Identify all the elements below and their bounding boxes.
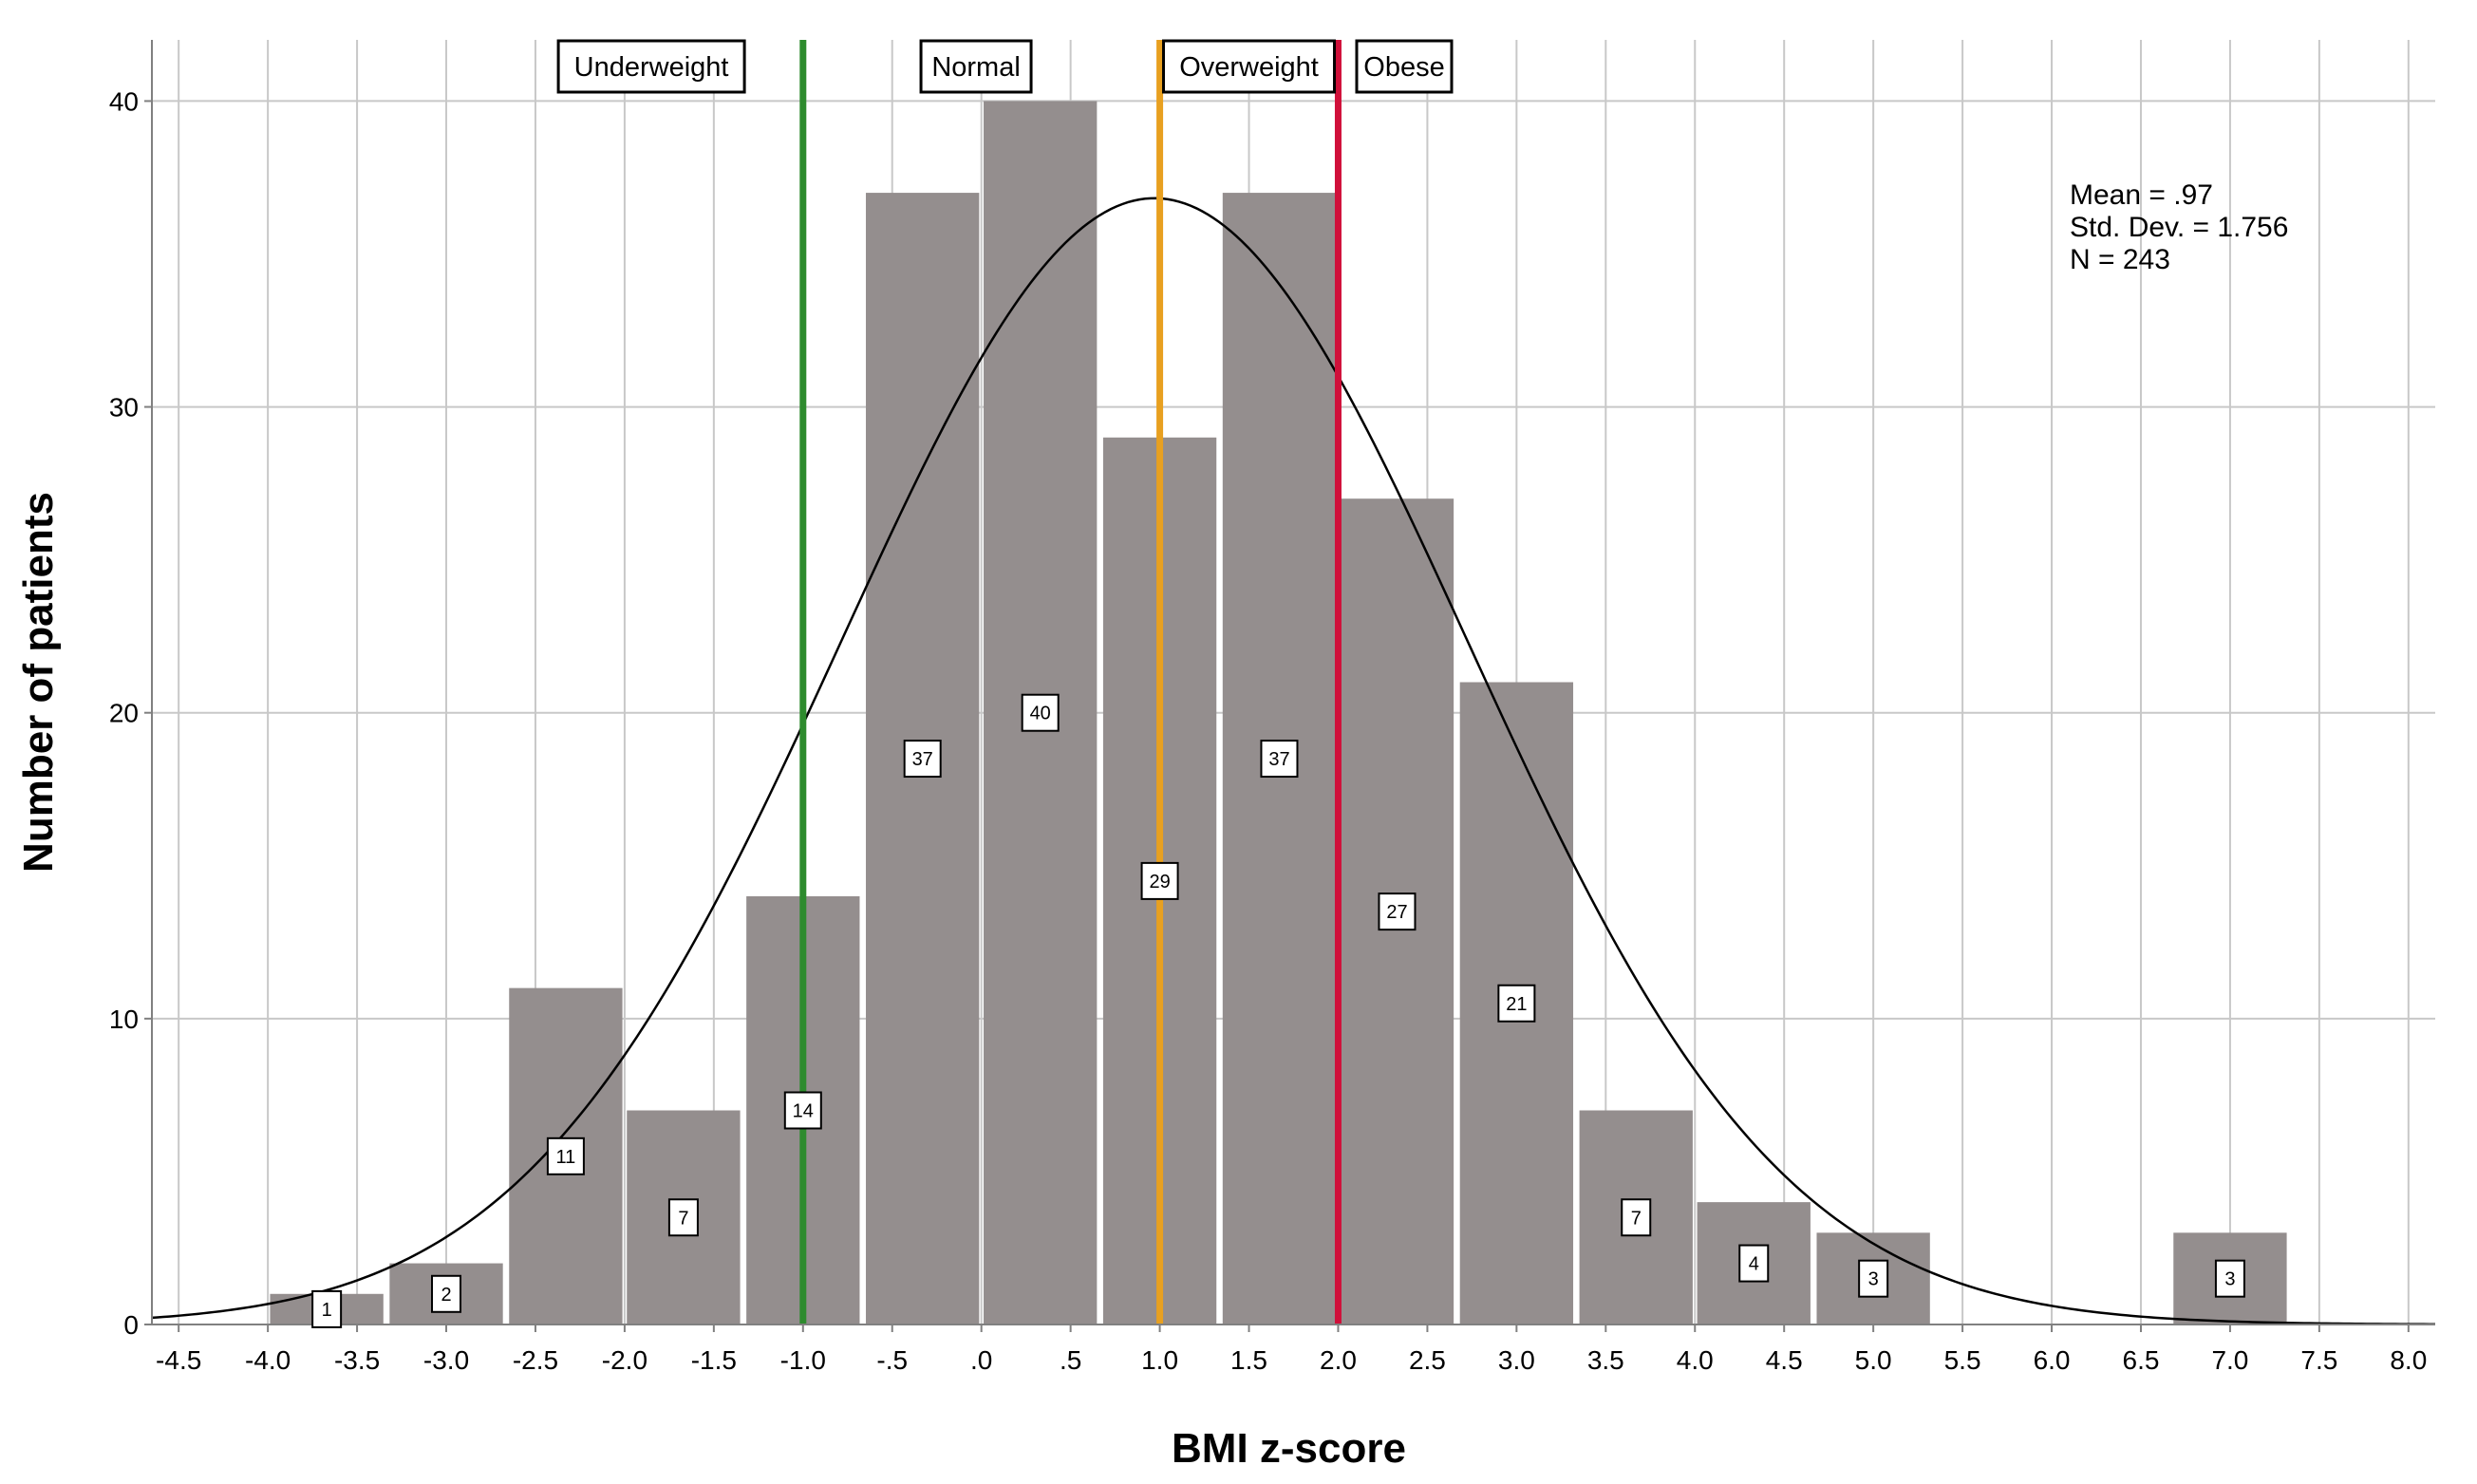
bar-count-label: 37 [1268,749,1289,770]
x-tick-label: -3.0 [423,1345,469,1375]
x-tick-label: 4.5 [1766,1345,1803,1375]
stats-line: Mean = .97 [2070,179,2213,211]
bar-count-label: 37 [912,749,933,770]
category-label-box [1162,39,1337,94]
bar-count-box [783,1091,822,1130]
y-tick-label: 10 [109,1005,139,1034]
bar-count-box [431,1274,462,1313]
category-label-box [919,39,1033,94]
category-label-box [1355,39,1454,94]
bar-count-label: 29 [1149,872,1170,892]
y-tick-label: 40 [109,86,139,116]
bar-count-label: 40 [1030,704,1051,724]
x-tick-label: 1.0 [1141,1345,1178,1375]
bar-count-label: 21 [1506,994,1527,1015]
y-tick-label: 20 [109,699,139,728]
x-tick-label: -3.5 [334,1345,380,1375]
x-tick-label: 6.5 [2123,1345,2160,1375]
x-tick-label: 7.5 [2300,1345,2337,1375]
x-tick-label: 6.0 [2034,1345,2071,1375]
x-tick-label: 4.0 [1677,1345,1714,1375]
x-tick-label: .5 [1060,1345,1081,1375]
x-tick-label: 1.5 [1230,1345,1267,1375]
x-tick-label: -1.0 [780,1345,826,1375]
category-label: Normal [931,52,1020,83]
category-label: Obese [1363,52,1444,83]
bar-count-label: 1 [322,1300,332,1321]
bar-count-label: 7 [678,1208,688,1229]
bar-count-label: 11 [556,1147,576,1168]
bar-count-box [667,1198,699,1237]
data-labels: 1 2 11 7 14 37 40 29 37 27 21 7 4 3 3 [311,693,2245,1328]
bar-count-label: 2 [441,1285,451,1306]
x-tick-label: 3.5 [1587,1345,1624,1375]
x-tick-label: 5.5 [1944,1345,1981,1375]
bar-count-box [1378,892,1417,931]
x-tick-label: 2.5 [1409,1345,1446,1375]
bar-count-box [2214,1259,2245,1298]
x-tick-label: 5.0 [1855,1345,1892,1375]
bar-count-label: 4 [1749,1254,1759,1275]
x-tick-label: -4.5 [156,1345,201,1375]
x-tick-label: .0 [970,1345,992,1375]
normal-curve-layer [151,197,2436,1325]
bar-count-label: 3 [2224,1269,2235,1290]
bar-count-box [1621,1198,1652,1237]
category-labels: Underweight Normal Overweight Obese [556,39,1454,94]
bar-count-box [1858,1259,1889,1298]
x-tick-label: 7.0 [2211,1345,2248,1375]
y-axis-title: Number of patients [15,492,62,873]
axes: -4.5 -4.0 -3.5 -3.0 -2.5 -2.0 -1.5 -1.0 -.5 .0 .5 1… [109,40,2435,1375]
bar-count-box [1497,984,1536,1023]
bar-count-box [311,1289,343,1328]
bar-count-label: 14 [793,1101,814,1122]
bar-count-box [1140,861,1179,900]
x-tick-label: 8.0 [2390,1345,2427,1375]
bar-count-box [1260,740,1299,779]
x-tick-label: -2.0 [602,1345,647,1375]
x-tick-label: 3.0 [1498,1345,1535,1375]
y-tick-label: 0 [123,1310,139,1340]
bar-count-box [546,1136,585,1175]
bar-count-label: 7 [1631,1208,1642,1229]
category-label: Overweight [1179,52,1319,83]
x-tick-label: 2.0 [1320,1345,1357,1375]
x-axis-title: BMI z-score [1172,1425,1406,1472]
x-tick-label: -1.5 [691,1345,737,1375]
normal-curve [151,197,2436,1325]
bar-count-box [903,740,942,779]
stats-line: N = 243 [2070,244,2170,275]
bar-count-box [1021,693,1060,732]
bar-count-box [1738,1244,1770,1283]
x-tick-label: -2.5 [513,1345,558,1375]
y-tick-label: 30 [109,393,139,423]
category-label-box [556,39,746,94]
x-tick-label: -4.0 [245,1345,291,1375]
bar-count-label: 3 [1868,1269,1879,1290]
stats-line: Std. Dev. = 1.756 [2070,212,2288,243]
category-label: Underweight [574,52,729,83]
x-tick-label: -.5 [876,1345,908,1375]
bar-count-label: 27 [1386,902,1407,923]
